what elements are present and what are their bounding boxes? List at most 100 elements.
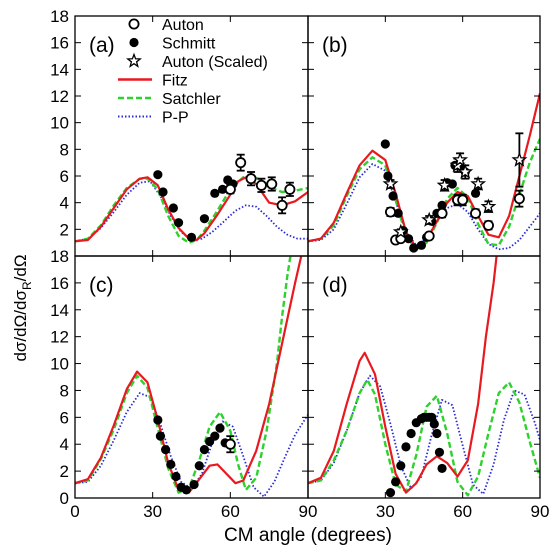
data-point-schmitt [173,218,184,228]
series-line-pp [75,180,308,243]
data-point-schmitt [409,243,419,253]
data-point-schmitt [217,184,228,194]
y-tick-label: 2 [60,462,69,481]
y-tick-label: 2 [60,220,69,239]
data-point-auton [245,173,257,185]
y-tick-label: 0 [60,489,69,508]
legend-label-schmitt: Schmitt [162,36,216,53]
panel-label-c: (c) [89,274,114,297]
data-point-schmitt [210,188,220,198]
data-point-schmitt [210,431,220,441]
data-point-schmitt [155,431,166,441]
panel-label-b: (b) [322,34,348,57]
data-point-auton-scaled [382,175,399,191]
data-point-auton-scaled [457,163,474,179]
data-point-schmitt [171,471,181,482]
data-point-schmitt [161,445,171,455]
data-point-auton [384,206,396,218]
y-tick-label: 12 [50,87,69,106]
data-point-auton [284,183,296,195]
y-tick-label: 8 [60,140,69,159]
data-point-auton-scaled [470,175,487,191]
data-point-schmitt [401,442,411,452]
data-point-auton-scaled [511,151,528,167]
data-point-schmitt [189,479,199,490]
legend-marker-auton_scaled [126,52,142,68]
data-point-schmitt [447,179,457,189]
y-tick-label: 18 [50,247,69,266]
data-point-auton [255,179,267,191]
legend-label-auton: Auton [162,17,204,34]
y-tick-label: 6 [60,408,69,427]
x-tick-label: 90 [531,502,550,521]
y-tick-label: 10 [50,114,69,133]
data-point-auton [266,178,278,190]
y-tick-label: 16 [50,34,69,53]
legend-label-fitz: Fitz [162,73,188,90]
legend-label-auton_scaled: Auton (Scaled) [162,54,268,71]
panel-curves-d [308,256,540,498]
legend-label-satchler: Satchler [162,91,221,108]
data-point-schmitt [199,214,210,224]
y-tick-label: 4 [60,435,69,454]
data-point-schmitt [406,428,416,439]
panel-label-d: (d) [322,274,348,297]
data-point-schmitt [403,234,414,244]
y-tick-label: 14 [50,301,69,320]
data-point-auton [276,199,288,211]
y-tick-label: 12 [50,328,69,347]
y-axis-label-subscript: R [20,281,34,290]
panel-c: (c) [74,255,309,499]
data-point-schmitt [416,240,427,250]
data-point-auton [482,219,494,231]
data-point-schmitt [396,461,406,471]
y-axis-label: dσ/dΩ/dσR/dΩ [11,254,34,361]
legend-marker-auton [128,18,140,30]
data-point-schmitt [437,200,447,210]
series-line-fitz [308,256,498,494]
data-point-schmitt [194,461,204,471]
panel-curves-a [75,153,308,244]
data-point-schmitt [166,459,176,469]
data-point-schmitt [153,170,163,180]
y-tick-label: 16 [50,274,69,293]
data-point-auton-scaled [436,176,453,193]
y-tick-label: 14 [50,60,69,79]
data-point-auton-scaled [392,223,409,239]
x-tick-label: 90 [299,502,318,521]
panel-curves-c [75,256,308,498]
y-tick-labels: 2 4 6 8 10 12 14 16 18 0 2 4 6 8 10 12 14 16 18 [50,7,69,508]
data-point-schmitt [168,203,178,213]
data-point-auton [470,207,482,219]
data-point-schmitt [437,463,447,474]
series-line-satchler [75,256,292,494]
data-point-auton-scaled [421,211,438,227]
series-line-pp [308,374,540,495]
data-point-schmitt [391,477,401,487]
legend-label-pp: P-P [162,110,189,127]
data-point-auton [235,157,247,169]
panel-a: (a) [74,15,309,257]
x-tick-label: 30 [376,502,395,521]
data-point-schmitt [393,208,403,218]
panel-label-a: (a) [89,34,115,57]
y-tick-label: 18 [50,7,69,26]
data-point-schmitt [215,423,225,433]
y-tick-label: 6 [60,167,69,186]
data-point-auton [513,193,525,205]
series-line-satchler [308,378,540,497]
panel-curves-b [308,93,540,253]
data-point-auton [423,230,435,242]
data-point-schmitt [470,188,481,198]
data-point-auton-scaled [452,151,469,167]
panel-frame [307,255,541,499]
data-point-schmitt [388,191,398,201]
x-tick-label: 0 [70,502,79,521]
data-point-auton [224,438,236,450]
data-point-schmitt [429,419,439,429]
data-point-auton-scaled [480,198,497,214]
series-line-satchler [308,138,540,251]
y-tick-label: 4 [60,194,69,213]
x-tick-label: 60 [453,502,472,521]
